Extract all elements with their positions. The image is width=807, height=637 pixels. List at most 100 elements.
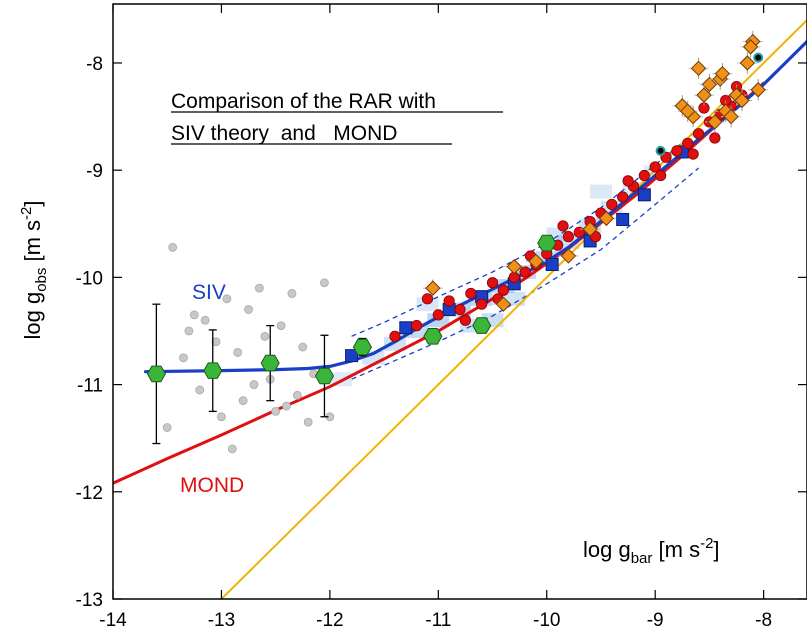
x-axis-title-sup: -2: [700, 535, 713, 552]
x-tick-label: -13: [208, 610, 235, 631]
y-axis-title-sub: obs: [33, 268, 50, 292]
x-axis-title-base: log g: [583, 537, 631, 562]
x-tick-label: -14: [99, 610, 127, 631]
orange-diamond-point: [742, 39, 759, 55]
orange-diamond-point: [707, 114, 723, 130]
mond-label: MOND: [180, 474, 244, 497]
green-hexagon-point: [314, 367, 335, 385]
y-tick-label: -12: [76, 483, 103, 504]
x-axis-title-units: [m s: [652, 537, 700, 562]
orange-diamond-point: [528, 253, 544, 270]
red-point: [655, 169, 667, 182]
grey-point: [244, 305, 253, 314]
orange-diamond-point: [690, 60, 707, 77]
y-axis-title-sup: -2: [18, 207, 35, 220]
red-point: [465, 287, 477, 300]
red-point: [411, 320, 423, 332]
blue-square-point: [637, 188, 651, 202]
red-point: [497, 284, 509, 296]
density-cell: [383, 336, 406, 351]
orange-diamond-point: [425, 280, 441, 296]
x-tick-label: -10: [533, 610, 560, 631]
band-upper-line: [351, 128, 700, 337]
red-point: [617, 191, 629, 203]
blue-square-point: [345, 349, 359, 363]
x-tick-label: -11: [425, 610, 451, 631]
red-point: [692, 128, 705, 140]
grey-point: [260, 331, 270, 341]
green-hexagon-point: [352, 338, 372, 356]
y-axis-title-units: [m s: [20, 220, 45, 268]
teal-point: [753, 52, 764, 63]
green-hexagon-point: [537, 234, 557, 252]
grey-point: [200, 315, 210, 325]
axes-layer: -14 -13 -12 -11 -10 -9 -8-13-12-11-10-9-8: [76, 4, 807, 631]
blue-square-point: [399, 321, 413, 335]
siv-label: SIV: [192, 281, 226, 304]
red-point: [562, 231, 575, 243]
grey-point: [211, 337, 221, 347]
dashed-band-layer: [351, 128, 700, 380]
grey-point: [233, 348, 243, 357]
red-point: [421, 293, 434, 305]
red-point: [557, 220, 569, 232]
orange-diamond-point: [598, 210, 615, 227]
grey-point: [271, 406, 281, 416]
x-tick-label: -12: [316, 610, 343, 631]
grey-point: [222, 294, 232, 304]
chart-title: Comparison of the RAR with SIV theory an…: [171, 90, 503, 145]
orange-diamond-point: [734, 92, 750, 109]
red-point: [454, 303, 466, 316]
red-point: [638, 169, 650, 182]
grey-point: [282, 401, 291, 411]
red-point: [443, 295, 455, 307]
x-axis-title-sub: bar: [631, 550, 653, 567]
title-line-2: SIV theory and MOND: [171, 122, 397, 145]
red-point: [687, 148, 699, 160]
grey-point: [179, 353, 188, 363]
y-tick-label: -11: [77, 376, 103, 397]
grey-point: [292, 390, 302, 400]
red-point: [486, 277, 499, 289]
title-line-1: Comparison of the RAR with: [171, 90, 436, 113]
x-axis-title-close: ]: [713, 537, 719, 562]
red-point: [459, 314, 472, 326]
red-point: [709, 132, 721, 144]
orange-diamond-point: [714, 65, 731, 82]
x-tick-label: -9: [647, 610, 664, 631]
y-tick-label: -10: [76, 268, 103, 289]
grey-point: [320, 278, 329, 288]
grey-point: [168, 242, 178, 252]
green-hexagon-point: [260, 354, 280, 372]
teal-point: [655, 145, 666, 156]
density-cell: [589, 184, 612, 199]
orange-diamond-point: [696, 87, 712, 103]
grey-point: [195, 385, 205, 395]
x-tick-label: -8: [755, 610, 772, 631]
orange-diamond-point: [701, 76, 718, 93]
red-point: [432, 309, 444, 321]
green-hexagon-point: [472, 317, 492, 334]
grey-point: [276, 321, 286, 331]
orange-diamond-point: [506, 258, 522, 275]
grey-point: [249, 380, 259, 389]
red-point: [606, 198, 618, 211]
red-point: [573, 226, 585, 238]
red-point: [649, 161, 661, 173]
red-point: [389, 330, 401, 342]
grey-point: [162, 423, 172, 432]
grey-point: [287, 289, 297, 298]
grey-point: [184, 326, 194, 336]
red-point: [589, 231, 602, 243]
density-layer: [329, 165, 667, 387]
green-hexagon-point: [203, 362, 223, 379]
grey-point: [238, 396, 248, 406]
grey-point: [227, 444, 237, 454]
orange-diamond-point: [495, 296, 512, 312]
red-point: [682, 137, 694, 149]
y-tick-label: -13: [76, 590, 103, 611]
orange-diamond-point: [739, 55, 756, 71]
grey-point: [303, 417, 313, 427]
plot-frame: [112, 3, 807, 600]
